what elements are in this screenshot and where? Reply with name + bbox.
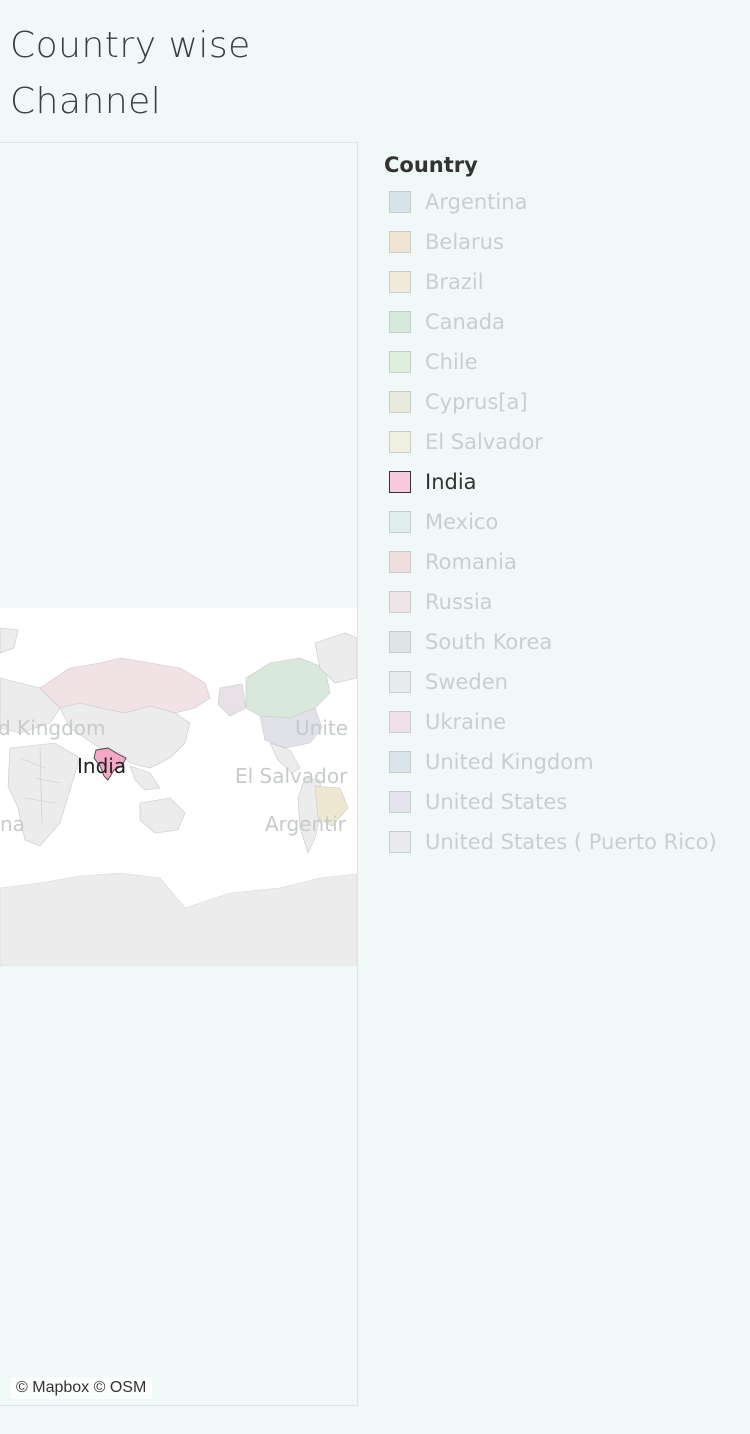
legend-swatch [389,551,411,573]
legend-label: El Salvador [425,430,543,454]
land-se-asia [129,765,161,791]
legend-item[interactable]: United Kingdom [389,742,717,782]
legend-item[interactable]: Belarus [389,222,717,262]
legend-swatch [389,831,411,853]
map-label-united-states: Unite [295,716,349,740]
legend-swatch [389,671,411,693]
country-legend: Country Argentina Belarus Brazil Canada Chil… [384,150,717,862]
legend-label: Belarus [425,230,504,254]
legend-label: India [425,470,477,494]
legend-item[interactable]: India [389,462,717,502]
legend-item[interactable]: Ukraine [389,702,717,742]
legend-swatch [389,191,411,213]
legend-item[interactable]: Romania [389,542,717,582]
legend-swatch [389,431,411,453]
land-africa [7,742,81,847]
legend-item[interactable]: El Salvador [389,422,717,462]
usa-shape [259,707,323,749]
legend-item[interactable]: Chile [389,342,717,382]
legend-item[interactable]: South Korea [389,622,717,662]
legend-items: Argentina Belarus Brazil Canada Chile Cyprus[… [384,182,717,862]
belarus-shape [217,683,247,717]
legend-item[interactable]: Cyprus[a] [389,382,717,422]
legend-label: Cyprus[a] [425,390,528,414]
legend-title: Country [384,153,478,177]
map-label-el-salvador: El Salvador [235,764,348,788]
legend-label: Brazil [425,270,484,294]
legend-item[interactable]: United States [389,782,717,822]
legend-label: Chile [425,350,478,374]
legend-swatch [389,591,411,613]
legend-label: United States ( Puerto Rico) [425,830,717,854]
legend-label: United Kingdom [425,750,594,774]
legend-item[interactable]: Russia [389,582,717,622]
legend-item[interactable]: Argentina [389,182,717,222]
map-frame[interactable]: d Kingdom India Unite El Salvador Argent… [0,142,358,1406]
legend-label: Romania [425,550,517,574]
legend-swatch [389,751,411,773]
legend-item[interactable]: Sweden [389,662,717,702]
map-attribution[interactable]: © Mapbox © OSM [10,1377,153,1399]
page-title: Country wise Channel [10,18,251,130]
legend-swatch [389,351,411,373]
land-antarctica [0,872,357,966]
legend-label: United States [425,790,568,814]
legend-swatch [389,311,411,333]
title-line-2: Channel [10,81,162,122]
canada-shape [245,657,331,719]
legend-swatch [389,631,411,653]
legend-swatch [389,271,411,293]
legend-swatch [389,791,411,813]
map-label-india[interactable]: India [77,754,127,778]
map-label-united-kingdom: d Kingdom [0,716,106,740]
world-map[interactable]: d Kingdom India Unite El Salvador Argent… [0,608,357,966]
legend-swatch [389,711,411,733]
map-label-partial-na: na [0,812,25,836]
title-line-1: Country wise [10,25,251,66]
legend-item[interactable]: United States ( Puerto Rico) [389,822,717,862]
legend-item[interactable]: Mexico [389,502,717,542]
legend-swatch [389,231,411,253]
land-europe-west [0,627,19,654]
legend-label: Mexico [425,510,499,534]
land-australia [139,797,186,834]
legend-swatch [389,471,411,493]
legend-label: Canada [425,310,505,334]
legend-swatch [389,511,411,533]
india-shape[interactable] [93,747,127,781]
legend-item[interactable]: Canada [389,302,717,342]
africa-borders [19,747,61,824]
legend-label: Ukraine [425,710,507,734]
legend-label: South Korea [425,630,553,654]
map-label-argentina: Argentir [265,812,346,836]
land-central-america [269,742,301,774]
legend-swatch [389,391,411,413]
world-map-svg [0,608,357,966]
legend-label: Sweden [425,670,508,694]
land-greenland [314,632,357,684]
land-asia [59,702,191,769]
legend-label: Russia [425,590,493,614]
brazil-shape [314,785,349,827]
legend-label: Argentina [425,190,528,214]
legend-item[interactable]: Brazil [389,262,717,302]
